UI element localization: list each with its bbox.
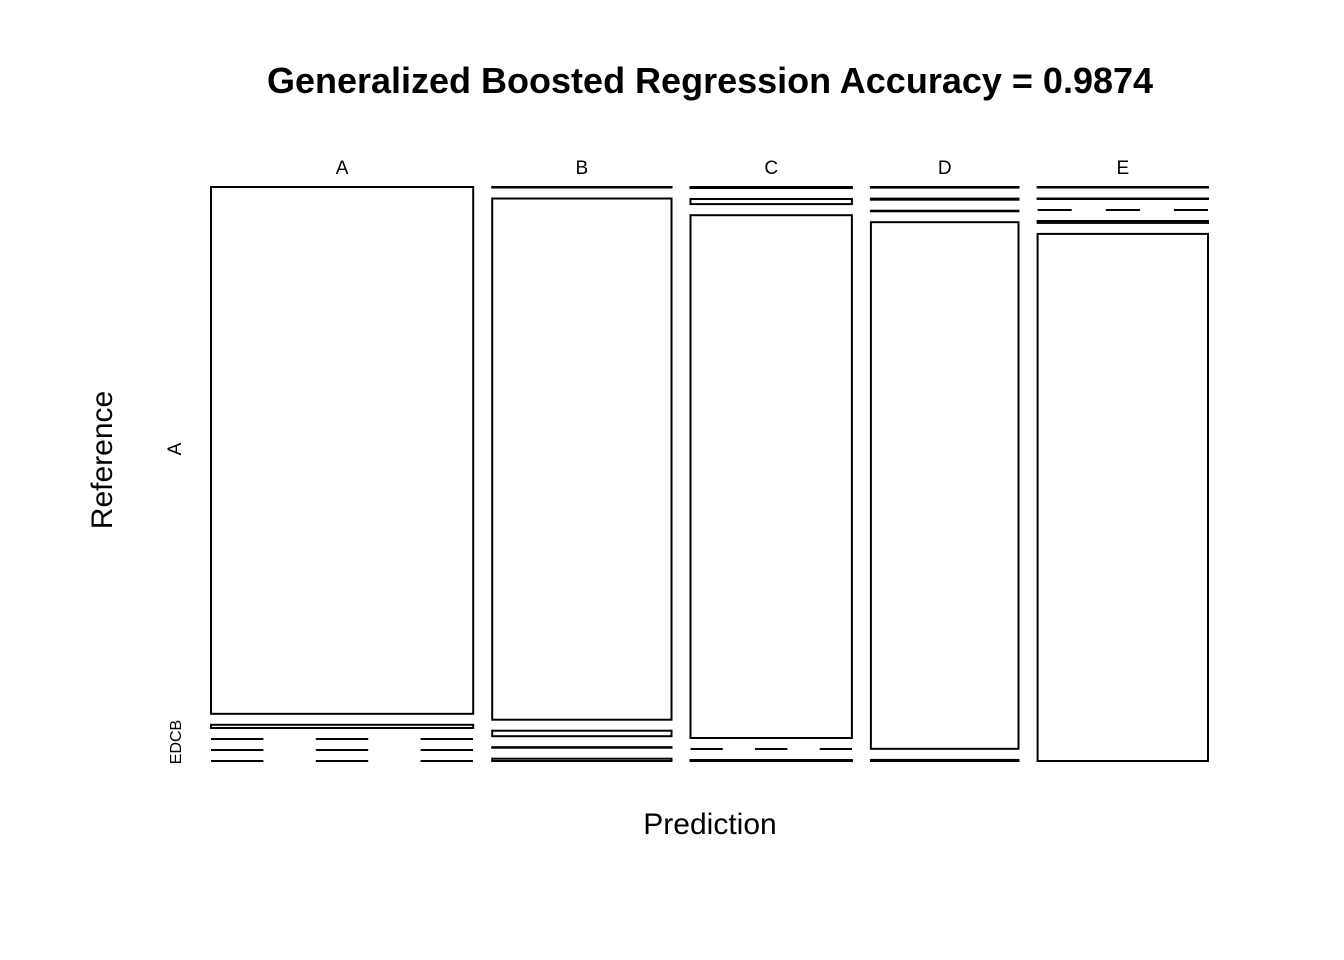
tile-pred-b-ref-c — [491, 729, 673, 738]
y-tick-label-edcb: EDCB — [168, 720, 185, 764]
tile-pred-b-ref-e — [491, 757, 673, 763]
y-axis-label: Reference — [86, 391, 119, 529]
x-tick-label-b: B — [576, 158, 589, 179]
y-tick-label-a: A — [165, 442, 186, 455]
mosaic-tiles: A B C D E — [210, 158, 1209, 763]
tile-pred-a-ref-a — [210, 186, 475, 715]
tile-pred-d-ref-c — [869, 209, 1020, 213]
chart-title: Generalized Boosted Regression Accuracy … — [267, 60, 1153, 101]
tile-pred-b-ref-b — [491, 197, 673, 721]
tile-pred-e-ref-d — [1036, 220, 1209, 224]
x-tick-label-c: C — [764, 158, 778, 179]
tile-pred-d-ref-e — [869, 758, 1020, 763]
tile-pred-c-ref-c — [689, 214, 853, 739]
tile-pred-a-ref-b — [210, 723, 475, 729]
tile-pred-d-ref-d — [869, 221, 1020, 750]
tile-pred-e-ref-a — [1036, 186, 1209, 189]
tile-pred-e-ref-e — [1036, 232, 1209, 762]
tile-pred-c-ref-b — [689, 198, 853, 206]
x-tick-label-d: D — [938, 158, 952, 179]
tile-pred-d-ref-b — [869, 197, 1020, 201]
x-axis-label: Prediction — [643, 808, 776, 841]
x-tick-label-a: A — [336, 158, 349, 179]
tile-pred-b-ref-a — [491, 186, 673, 189]
x-tick-label-e: E — [1116, 158, 1129, 179]
tile-pred-c-ref-a — [689, 186, 853, 189]
tile-pred-e-ref-b — [1036, 197, 1209, 200]
tile-pred-b-ref-d — [491, 746, 673, 749]
tile-pred-d-ref-a — [869, 186, 1020, 189]
tile-pred-c-ref-e — [689, 759, 853, 762]
